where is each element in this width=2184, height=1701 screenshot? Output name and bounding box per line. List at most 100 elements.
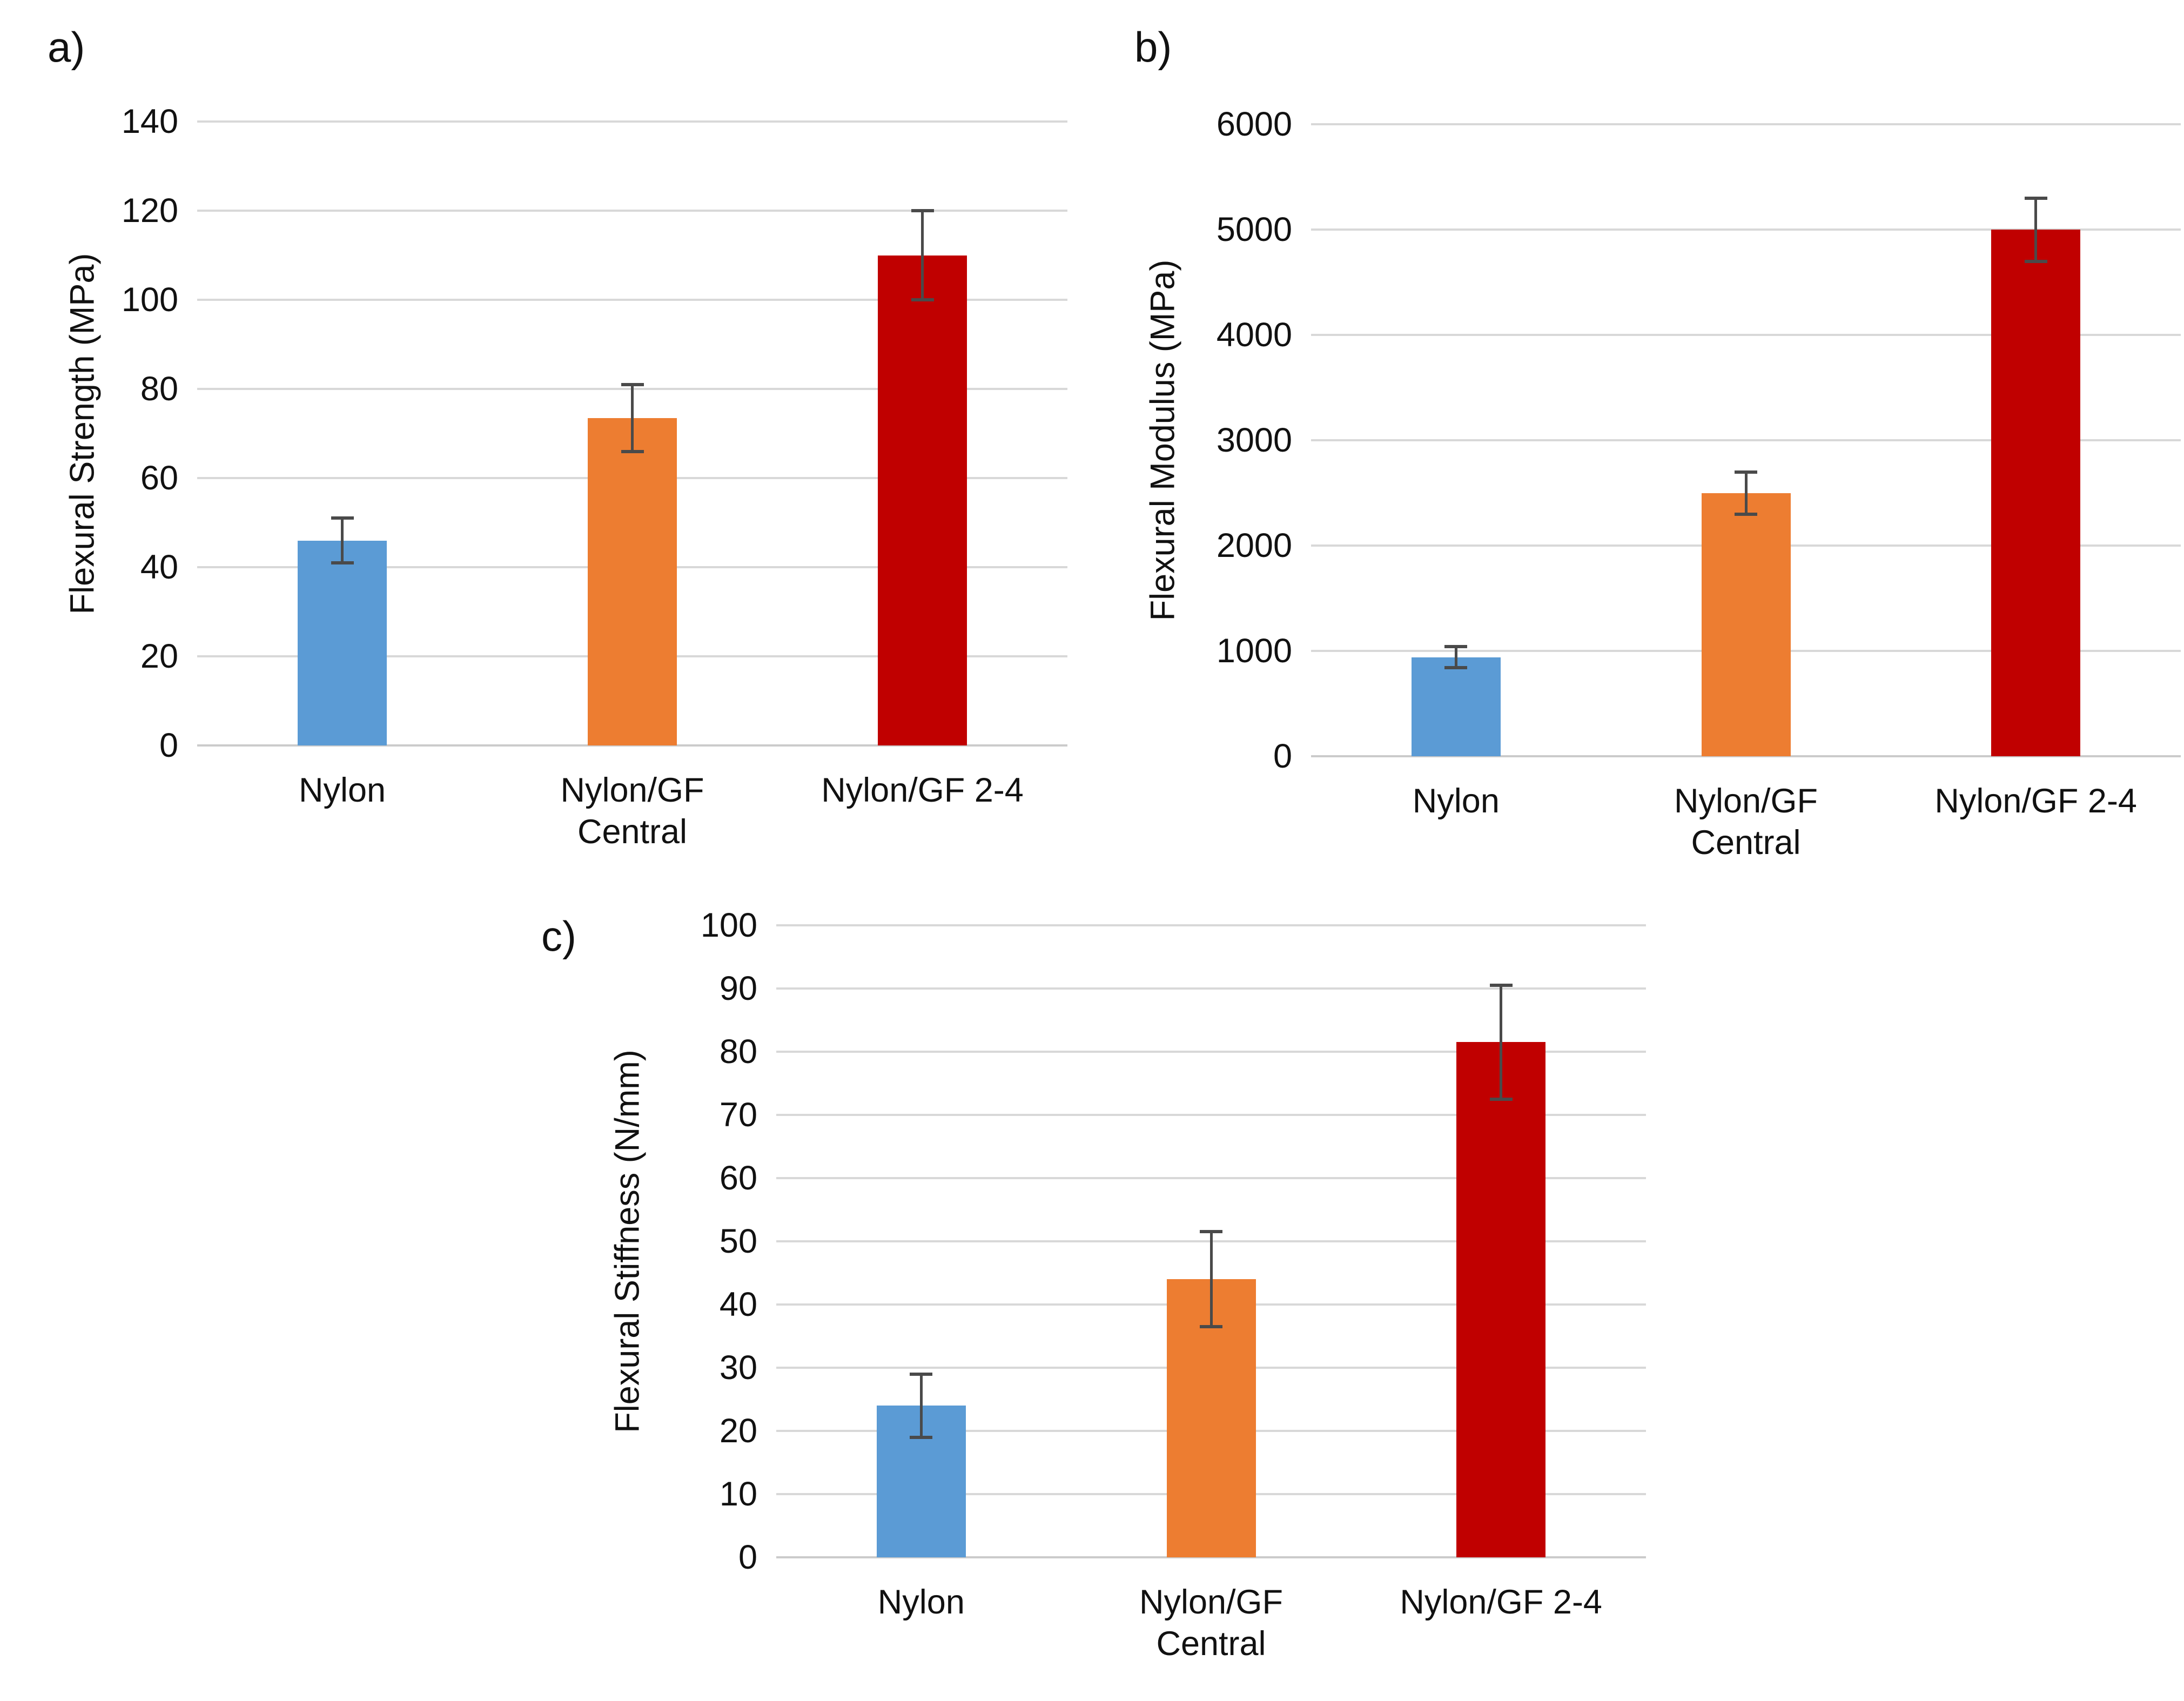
gridline bbox=[776, 1114, 1646, 1116]
error-bar-cap bbox=[1735, 470, 1757, 474]
error-bar-cap bbox=[1200, 1230, 1222, 1234]
x-axis-labels-a: Nylon Nylon/GF Central Nylon/GF 2-4 bbox=[197, 770, 1067, 878]
x-axis-line bbox=[1311, 755, 2181, 757]
gridline bbox=[197, 120, 1067, 123]
y-tick-label: 4000 bbox=[1216, 316, 1292, 354]
error-bar-line bbox=[341, 518, 344, 563]
plot-area-a bbox=[197, 120, 1067, 747]
x-category-label-nylon-gf-central: Nylon/GF Central bbox=[1674, 782, 1818, 862]
gridline bbox=[776, 987, 1646, 990]
y-tick-label: 40 bbox=[140, 548, 178, 586]
y-tick-label: 70 bbox=[719, 1096, 757, 1134]
x-axis-labels-c: Nylon Nylon/GF Central Nylon/GF 2-4 bbox=[776, 1582, 1646, 1701]
error-bar-cap bbox=[1444, 645, 1468, 649]
y-axis-ticks-c: 100 90 80 70 60 50 40 30 20 10 0 bbox=[636, 906, 757, 1576]
bar-nylon-gf-2-4 bbox=[1456, 1042, 1546, 1557]
panel-label-a: a) bbox=[48, 23, 85, 71]
x-axis-labels-b: Nylon Nylon/GF Central Nylon/GF 2-4 bbox=[1311, 781, 2181, 889]
gridline bbox=[776, 1177, 1646, 1179]
panel-label-b: b) bbox=[1134, 23, 1172, 71]
y-tick-label: 5000 bbox=[1216, 211, 1292, 248]
y-tick-label: 80 bbox=[719, 1033, 757, 1071]
panel-label-c: c) bbox=[541, 912, 576, 960]
plot-area-b bbox=[1311, 123, 2181, 757]
y-tick-label: 0 bbox=[1273, 737, 1292, 775]
y-tick-label: 20 bbox=[719, 1412, 757, 1450]
error-bar-line bbox=[1500, 985, 1503, 1099]
error-bar-cap bbox=[1489, 984, 1513, 987]
y-axis-ticks-a: 140 120 100 80 60 40 20 0 bbox=[57, 103, 178, 764]
y-tick-label: 120 bbox=[121, 192, 178, 230]
error-bar-line bbox=[631, 384, 634, 452]
x-axis-line bbox=[197, 744, 1067, 747]
error-bar-cap bbox=[621, 382, 644, 386]
y-tick-label: 60 bbox=[140, 459, 178, 497]
x-category-label-nylon-gf-2-4: Nylon/GF 2-4 bbox=[821, 771, 1024, 809]
x-axis-line bbox=[776, 1556, 1646, 1558]
y-tick-label: 140 bbox=[121, 103, 178, 140]
plot-area-c bbox=[776, 924, 1646, 1558]
y-tick-label: 100 bbox=[121, 281, 178, 319]
y-tick-label: 6000 bbox=[1216, 105, 1292, 143]
error-bar-cap bbox=[621, 449, 644, 453]
y-tick-label: 50 bbox=[719, 1222, 757, 1260]
bar-nylon bbox=[298, 540, 387, 745]
x-category-label-nylon-gf-central: Nylon/GF Central bbox=[560, 771, 704, 851]
y-tick-label: 100 bbox=[700, 906, 757, 944]
y-tick-label: 0 bbox=[159, 727, 178, 764]
x-category-label-nylon-gf-2-4: Nylon/GF 2-4 bbox=[1400, 1583, 1602, 1621]
y-tick-label: 3000 bbox=[1216, 421, 1292, 459]
error-bar-line bbox=[2034, 198, 2038, 261]
x-category-label-nylon: Nylon bbox=[1412, 782, 1500, 820]
gridline bbox=[197, 299, 1067, 301]
y-tick-label: 20 bbox=[140, 637, 178, 675]
bar-nylon-gf-2-4 bbox=[1991, 230, 2081, 756]
error-bar-cap bbox=[911, 298, 934, 301]
bar-nylon-gf-central bbox=[1701, 493, 1791, 756]
gridline bbox=[776, 1051, 1646, 1053]
error-bar-cap bbox=[2024, 196, 2047, 200]
bar-nylon bbox=[1411, 657, 1501, 756]
error-bar-line bbox=[921, 211, 924, 300]
error-bar-cap bbox=[331, 516, 354, 520]
gridline bbox=[1311, 334, 2181, 336]
y-tick-label: 90 bbox=[719, 970, 757, 1007]
y-tick-label: 60 bbox=[719, 1159, 757, 1197]
error-bar-cap bbox=[1200, 1325, 1222, 1328]
x-category-label-nylon-gf-central: Nylon/GF Central bbox=[1139, 1583, 1283, 1663]
bar-nylon-gf-2-4 bbox=[878, 255, 967, 745]
error-bar-cap bbox=[910, 1372, 933, 1376]
error-bar-cap bbox=[1444, 666, 1468, 670]
gridline bbox=[197, 210, 1067, 212]
error-bar-cap bbox=[910, 1435, 933, 1439]
y-tick-label: 1000 bbox=[1216, 632, 1292, 670]
error-bar-line bbox=[919, 1374, 923, 1437]
error-bar-cap bbox=[1735, 512, 1757, 516]
error-bar-line bbox=[1454, 647, 1457, 668]
y-tick-label: 0 bbox=[738, 1538, 757, 1576]
y-axis-ticks-b: 6000 5000 4000 3000 2000 1000 0 bbox=[1171, 105, 1292, 775]
y-tick-label: 80 bbox=[140, 370, 178, 408]
error-bar-cap bbox=[331, 561, 354, 564]
y-tick-label: 2000 bbox=[1216, 527, 1292, 564]
y-tick-label: 30 bbox=[719, 1349, 757, 1387]
error-bar-line bbox=[1744, 472, 1748, 514]
bar-nylon-gf-central bbox=[588, 418, 677, 745]
gridline bbox=[1311, 439, 2181, 441]
error-bar-line bbox=[1209, 1232, 1213, 1327]
x-category-label-nylon: Nylon bbox=[877, 1583, 965, 1621]
gridline bbox=[776, 924, 1646, 926]
error-bar-cap bbox=[2024, 259, 2047, 263]
error-bar-cap bbox=[1489, 1097, 1513, 1101]
y-tick-label: 40 bbox=[719, 1286, 757, 1323]
x-category-label-nylon-gf-2-4: Nylon/GF 2-4 bbox=[1934, 782, 2137, 820]
y-tick-label: 10 bbox=[719, 1475, 757, 1513]
error-bar-cap bbox=[911, 209, 934, 212]
gridline bbox=[1311, 228, 2181, 231]
x-category-label-nylon: Nylon bbox=[298, 771, 386, 809]
gridline bbox=[1311, 123, 2181, 125]
